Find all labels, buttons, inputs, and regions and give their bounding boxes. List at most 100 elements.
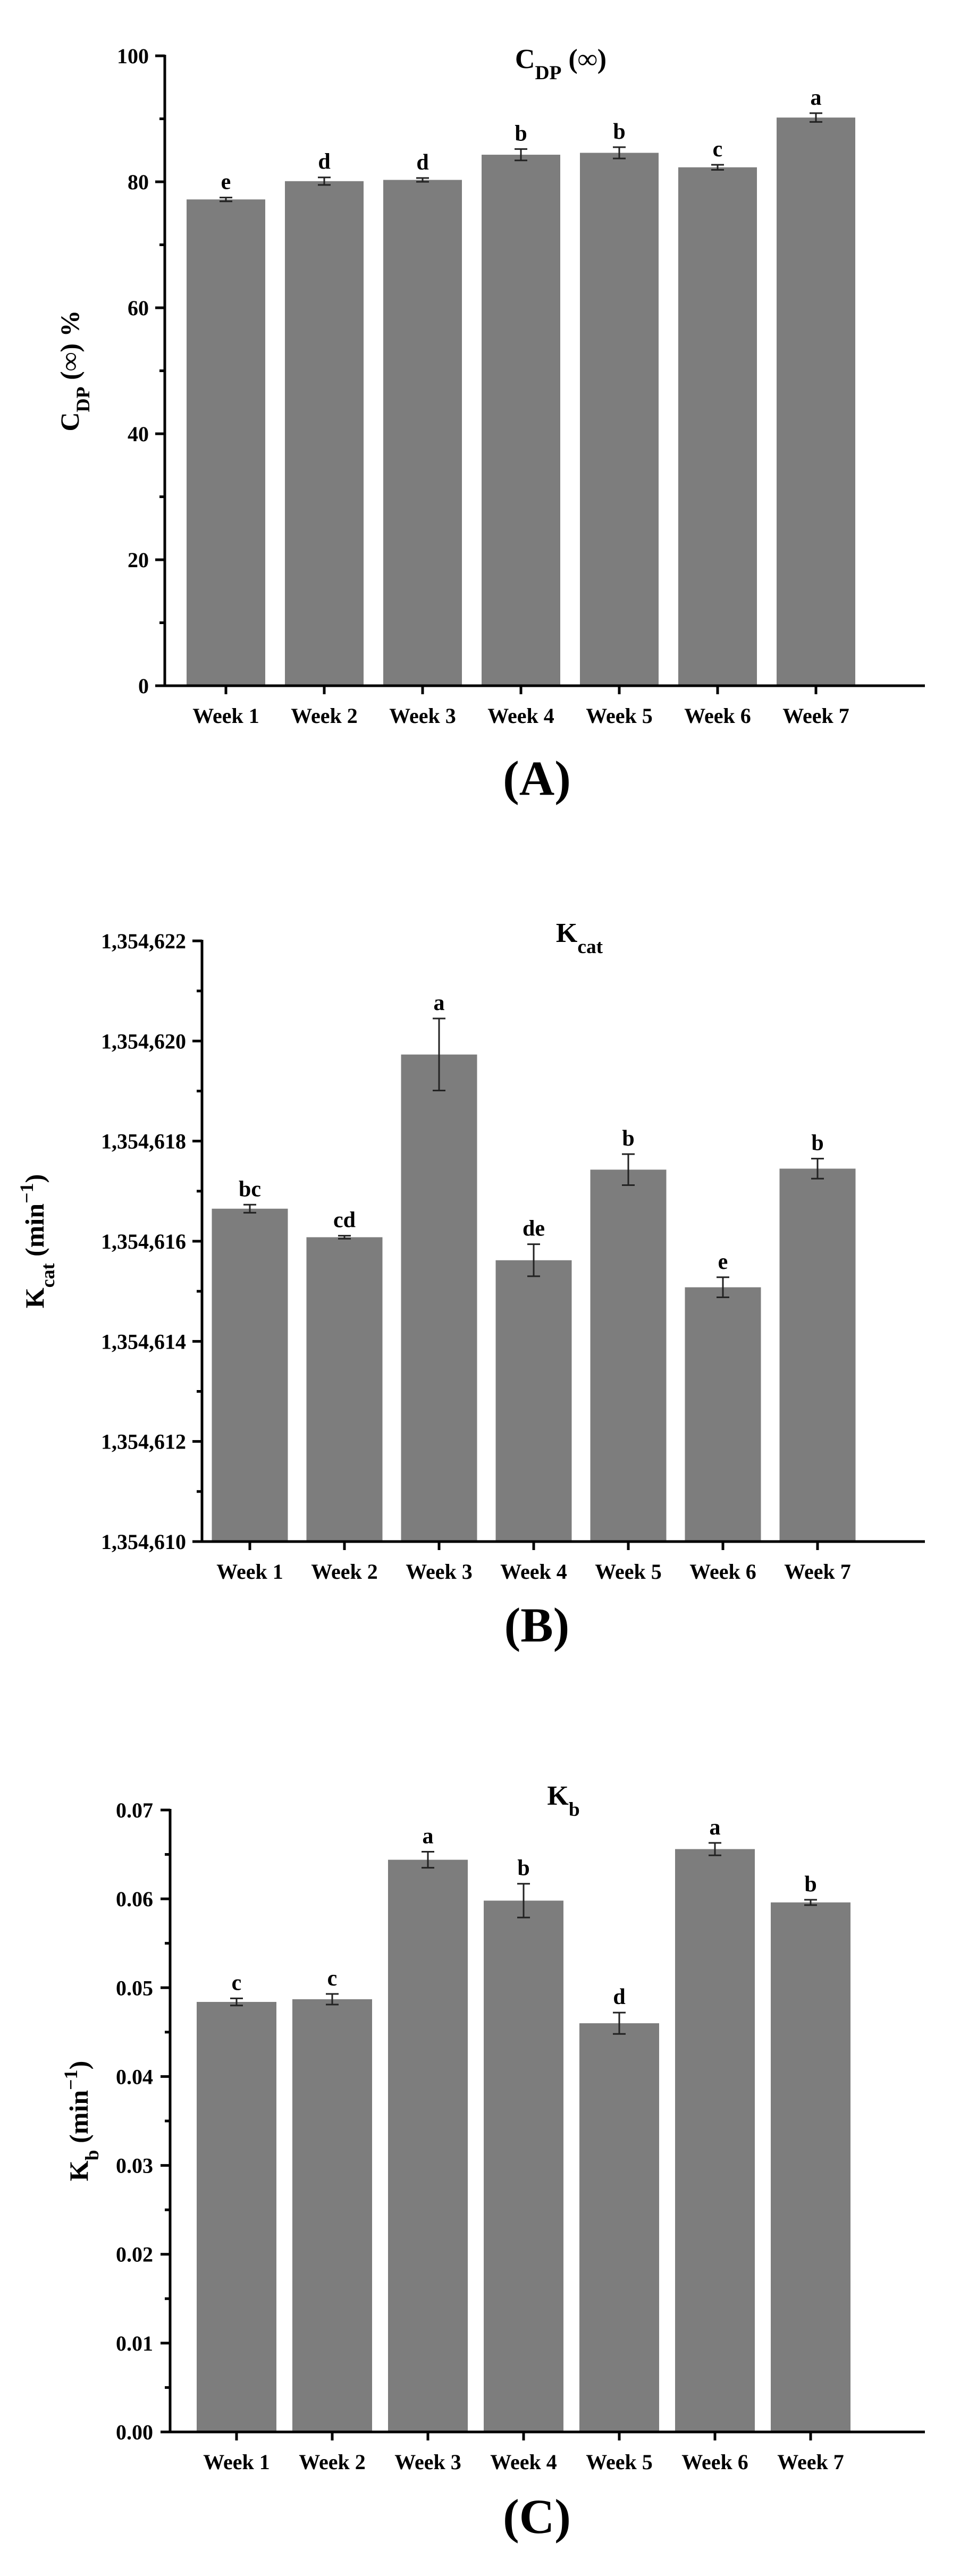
- significance-label: c: [232, 1971, 242, 1995]
- y-tick-label: 0.04: [116, 2065, 153, 2089]
- y-axis-label: CDP (∞) %: [55, 310, 94, 431]
- bar: [771, 1902, 850, 2432]
- x-tick-label: Week 7: [782, 704, 849, 728]
- x-tick-label: Week 4: [500, 1560, 567, 1584]
- significance-label: c: [327, 1966, 338, 1991]
- y-tick-label: 1,354,620: [101, 1029, 186, 1053]
- y-tick-label: 0.06: [116, 1887, 153, 1911]
- error-bar: [220, 197, 232, 203]
- significance-label: b: [804, 1872, 816, 1897]
- panel-label: (B): [504, 1598, 570, 1652]
- bar: [590, 1169, 667, 1542]
- bar: [678, 167, 757, 686]
- error-bar: [810, 112, 822, 123]
- significance-label: b: [622, 1126, 634, 1151]
- y-tick-label: 40: [128, 422, 149, 446]
- y-tick-label: 0.03: [116, 2154, 153, 2178]
- y-tick-label: 0.05: [116, 1976, 153, 2000]
- error-bar: [517, 1883, 530, 1918]
- x-tick-label: Week 1: [216, 1560, 283, 1584]
- significance-label: c: [713, 137, 723, 162]
- bar: [779, 1168, 856, 1542]
- chart-panel-1: e Week 1 d Week 2 d Week 3 b Week 4 b Week 5 c Week…: [55, 44, 925, 805]
- bar: [285, 181, 364, 686]
- x-tick-label: Week 5: [586, 704, 653, 728]
- error-bar: [804, 1899, 817, 1906]
- significance-label: e: [221, 170, 231, 195]
- significance-label: d: [318, 150, 330, 174]
- y-tick-label: 1,354,622: [101, 929, 186, 953]
- significance-label: a: [811, 86, 822, 110]
- y-tick-label: 0.07: [116, 1798, 153, 1822]
- error-bar: [326, 1993, 339, 2006]
- x-tick-label: Week 7: [777, 2450, 844, 2474]
- error-bar: [613, 2011, 626, 2035]
- x-tick-label: Week 3: [406, 1560, 473, 1584]
- error-bar: [433, 1017, 445, 1092]
- x-tick-label: Week 2: [311, 1560, 378, 1584]
- bar: [401, 1054, 477, 1542]
- error-bar: [230, 1997, 243, 2007]
- error-bar: [622, 1153, 635, 1186]
- significance-label: cd: [333, 1208, 356, 1233]
- bar: [197, 2002, 276, 2432]
- x-tick-label: Week 3: [394, 2450, 461, 2474]
- significance-label: a: [434, 991, 445, 1015]
- x-tick-label: Week 2: [299, 2450, 366, 2474]
- significance-label: a: [423, 1824, 434, 1849]
- bar: [292, 1999, 372, 2432]
- bar: [388, 1859, 468, 2432]
- y-tick-label: 0.00: [116, 2420, 153, 2444]
- y-tick-label: 60: [128, 296, 149, 320]
- error-bar: [709, 1842, 721, 1856]
- error-bar: [243, 1203, 256, 1214]
- chart-title: Kcat: [556, 918, 603, 958]
- significance-label: d: [416, 150, 428, 175]
- y-tick-label: 20: [128, 548, 149, 572]
- y-tick-label: 0: [138, 674, 149, 698]
- significance-label: d: [613, 1985, 625, 2009]
- bar: [495, 1260, 572, 1542]
- significance-label: e: [718, 1250, 728, 1274]
- y-tick-label: 80: [128, 170, 149, 194]
- y-tick-label: 0.01: [116, 2331, 153, 2355]
- error-bar: [527, 1243, 540, 1277]
- significance-label: b: [517, 1856, 529, 1881]
- error-bar: [711, 164, 724, 171]
- significance-label: b: [613, 120, 625, 144]
- significance-label: b: [811, 1131, 823, 1156]
- bar: [212, 1208, 288, 1542]
- error-bar: [515, 148, 527, 162]
- significance-label: a: [710, 1815, 721, 1840]
- error-bar: [422, 1851, 434, 1869]
- x-tick-label: Week 1: [192, 704, 259, 728]
- y-tick-label: 1,354,618: [101, 1130, 186, 1154]
- y-tick-label: 1,354,610: [101, 1530, 186, 1554]
- bar: [579, 2023, 659, 2432]
- chart-title: CDP (∞): [515, 44, 607, 84]
- x-tick-label: Week 5: [595, 1560, 662, 1584]
- x-tick-label: Week 3: [389, 704, 456, 728]
- x-tick-label: Week 4: [490, 2450, 557, 2474]
- x-tick-label: Week 4: [487, 704, 554, 728]
- bar: [484, 1900, 563, 2432]
- x-tick-label: Week 5: [586, 2450, 653, 2474]
- bar: [685, 1287, 761, 1542]
- error-bar: [717, 1276, 729, 1298]
- x-tick-label: Week 2: [291, 704, 358, 728]
- panel-label: (A): [503, 751, 571, 805]
- chart-panel-2: bc Week 1 cd Week 2 a Week 3 de Week 4 b Week 5 e W…: [16, 918, 925, 1652]
- bar: [383, 180, 462, 686]
- error-bar: [416, 177, 429, 183]
- y-tick-label: 1,354,614: [101, 1329, 186, 1353]
- bar: [580, 153, 659, 686]
- x-tick-label: Week 6: [689, 1560, 756, 1584]
- y-tick-label: 1,354,612: [101, 1430, 186, 1454]
- chart-panel-3: c Week 1 c Week 2 a Week 3 b Week 4 d Week 5 a Week…: [60, 1781, 925, 2544]
- significance-label: b: [515, 121, 527, 146]
- x-tick-label: Week 6: [684, 704, 751, 728]
- y-tick-label: 100: [117, 44, 149, 68]
- bar: [777, 117, 855, 686]
- y-axis-label: Kcat (min−1): [16, 1174, 58, 1309]
